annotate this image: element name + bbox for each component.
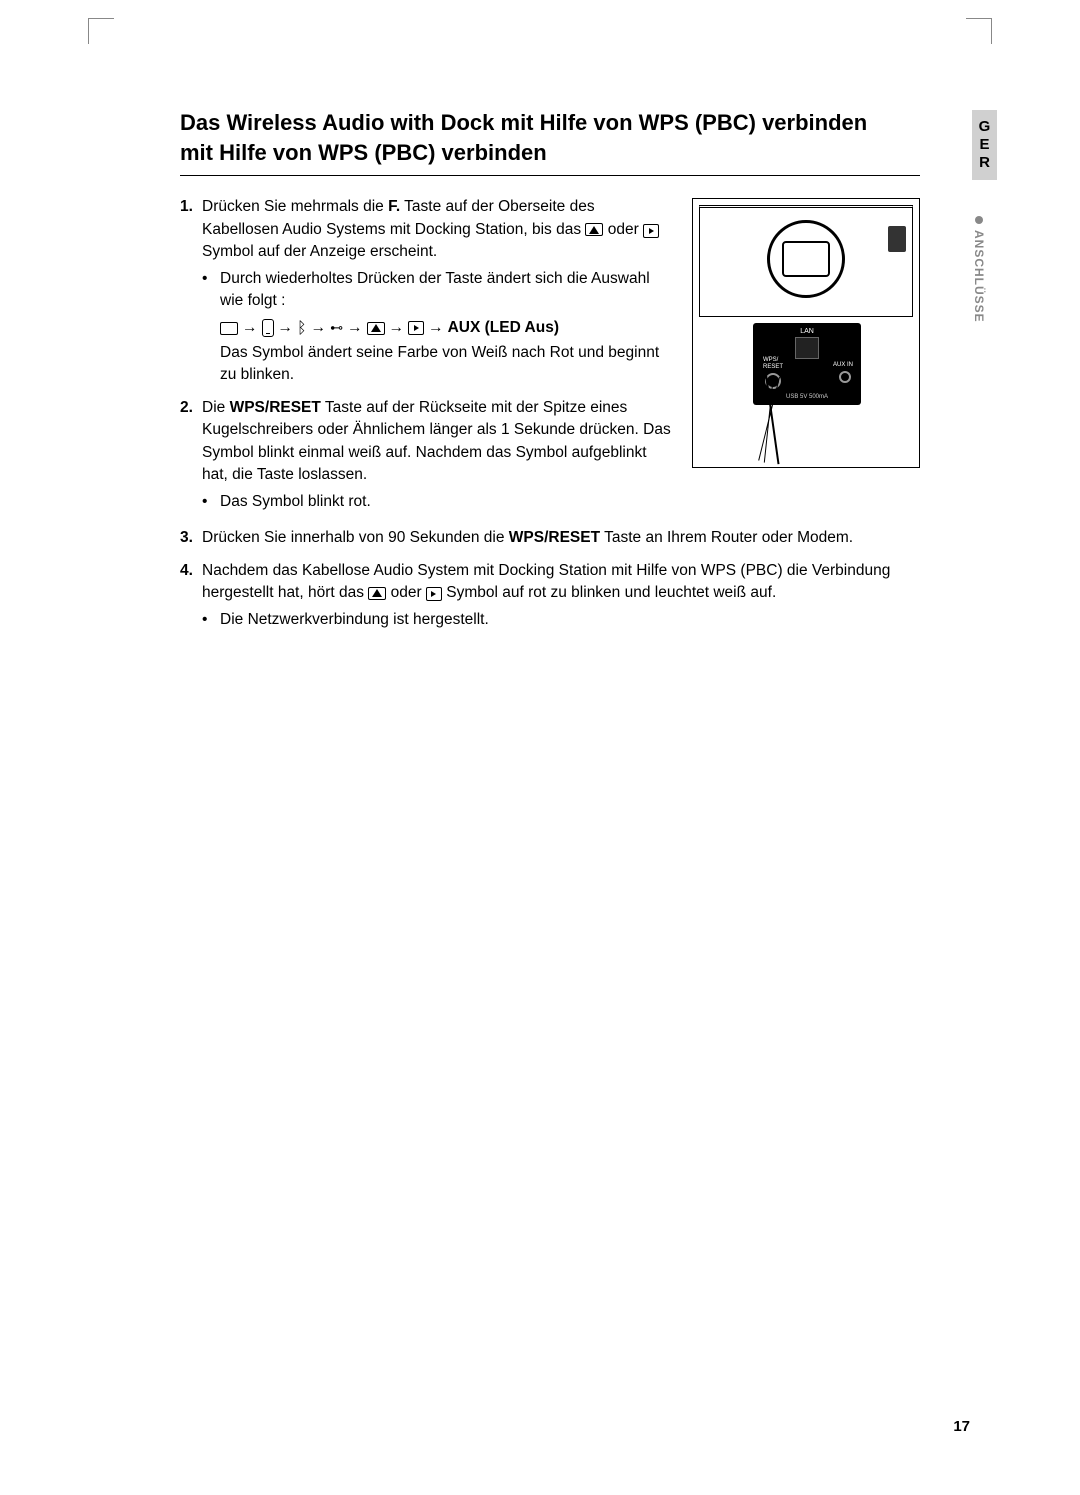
s4-text-c: Symbol auf rot zu blinken und leuchtet w… <box>446 584 776 601</box>
s2-bullet-text: Das Symbol blinkt rot. <box>220 491 371 513</box>
step-1: 1. Drücken Sie mehrmals die F. Taste auf… <box>180 196 674 386</box>
s1-text-a: Drücken Sie mehrmals die <box>202 198 388 215</box>
network-play3-icon <box>426 587 442 601</box>
s3-text-a: Drücken Sie innerhalb von 90 Sekunden di… <box>202 529 509 546</box>
page-content: Das Wireless Audio with Dock mit Hilfe v… <box>180 108 920 645</box>
content-body: 1. Drücken Sie mehrmals die F. Taste auf… <box>180 196 920 635</box>
step-4: 4. Nachdem das Kabellose Audio System mi… <box>180 560 920 635</box>
s1-bullet: Durch wiederholtes Drücken der Taste änd… <box>202 268 674 313</box>
lan-label: LAN <box>753 327 861 337</box>
switch-icon <box>888 226 906 252</box>
s2-bullet: Das Symbol blinkt rot. <box>202 491 674 513</box>
arrow-icon: → <box>428 317 444 339</box>
s1-text-c: oder <box>608 221 643 238</box>
arrow-icon: → <box>278 317 294 339</box>
section-label: ANSCHLÜSSE <box>972 230 986 323</box>
key-F: F. <box>388 198 400 215</box>
s4-text-b: oder <box>391 584 426 601</box>
page-number: 17 <box>953 1418 970 1435</box>
rear-panel-diagram: LAN WPS/RESET AUX IN USB 5V 500mA <box>692 198 920 468</box>
step-3: 3. Drücken Sie innerhalb von 90 Sekunden… <box>180 527 920 549</box>
s1-bullet-text: Durch wiederholtes Drücken der Taste änd… <box>220 268 674 313</box>
crop-mark-tr <box>966 18 992 44</box>
lang-tab: GER <box>972 110 997 180</box>
s2-text-a: Die <box>202 399 230 416</box>
dock-connector-icon <box>767 220 845 298</box>
phone-icon <box>262 319 274 337</box>
arrow-icon: → <box>242 317 258 339</box>
arrow-icon: → <box>347 317 363 339</box>
s4-bullet-text: Die Netzwerkverbindung ist hergestellt. <box>220 609 489 631</box>
side-labels: GER ANSCHLÜSSE <box>972 110 998 430</box>
section-tab: ANSCHLÜSSE <box>972 216 986 323</box>
tv-icon <box>220 322 238 335</box>
s1-text-d: Symbol auf der Anzeige erscheint. <box>202 243 437 260</box>
s1-after: Das Symbol ändert seine Farbe von Weiß n… <box>220 342 674 387</box>
ethernet-port-icon <box>795 337 819 359</box>
arrow-icon: → <box>311 317 327 339</box>
network-play-icon <box>643 224 659 238</box>
step-num-3: 3. <box>180 527 202 549</box>
key-wps2: WPS/RESET <box>509 529 600 546</box>
aux-port-icon <box>839 371 851 383</box>
step-num-1: 1. <box>180 196 202 386</box>
title-line-2: mit Hilfe von WPS (PBC) verbinden <box>180 140 547 165</box>
network-tri2-icon <box>367 322 385 335</box>
s3-text-b: Taste an Ihrem Router oder Modem. <box>600 529 853 546</box>
network-play2-icon <box>408 321 424 335</box>
s4-bullet: Die Netzwerkverbindung ist hergestellt. <box>202 609 920 631</box>
usb-icon: ⊷ <box>330 319 343 338</box>
step-2: 2. Die WPS/RESET Taste auf der Rückseite… <box>180 397 674 517</box>
seq-tail: AUX (LED Aus) <box>448 317 559 339</box>
key-wps: WPS/RESET <box>230 399 321 416</box>
title-line-1: Das Wireless Audio with Dock mit Hilfe v… <box>180 110 867 135</box>
page-title: Das Wireless Audio with Dock mit Hilfe v… <box>180 108 920 176</box>
arrow-icon: → <box>389 317 405 339</box>
section-dot-icon <box>975 216 983 224</box>
step-num-4: 4. <box>180 560 202 635</box>
network-tri3-icon <box>368 587 386 600</box>
aux-label: AUX IN <box>833 361 853 370</box>
step-num-2: 2. <box>180 397 202 517</box>
bluetooth-icon: ᛒ <box>297 317 307 340</box>
mode-sequence: → → ᛒ→ ⊷→ → → AUX (LED Aus) <box>220 317 674 340</box>
crop-mark-tl <box>88 18 114 44</box>
network-tri-icon <box>585 223 603 236</box>
wps-label: WPS/RESET <box>763 357 783 370</box>
